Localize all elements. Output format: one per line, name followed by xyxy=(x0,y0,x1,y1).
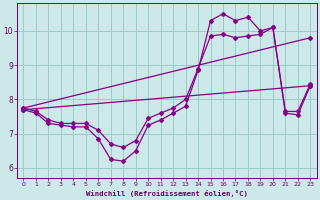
X-axis label: Windchill (Refroidissement éolien,°C): Windchill (Refroidissement éolien,°C) xyxy=(86,190,248,197)
